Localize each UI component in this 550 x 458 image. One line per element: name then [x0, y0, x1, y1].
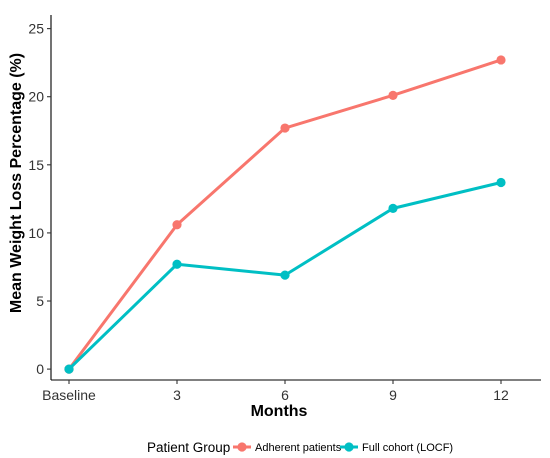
legend: Patient Group Adherent patients Full coho… [147, 440, 453, 455]
y-tick-label: 5 [36, 293, 44, 309]
x-tick-label: 12 [493, 387, 509, 403]
y-tick-label: 25 [28, 21, 44, 37]
legend-label: Adherent patients [255, 442, 342, 454]
y-axis-title: Mean Weight Loss Percentage (%) [8, 53, 25, 313]
x-tick-label: 9 [389, 387, 397, 403]
y-tick-label: 20 [28, 89, 44, 105]
series-line-0 [67, 58, 503, 371]
y-axis-ticks: 0 5 10 15 20 25 [28, 21, 51, 377]
data-point [388, 203, 398, 213]
legend-title: Patient Group [147, 440, 230, 455]
data-point [496, 177, 506, 188]
data-point [172, 220, 182, 230]
x-axis-title: Months [251, 403, 308, 420]
data-point [388, 90, 398, 100]
data-point [280, 123, 290, 133]
data-point [496, 55, 506, 65]
legend-key-point [237, 442, 247, 452]
data-point [172, 259, 182, 269]
x-axis-ticks: Baseline 3 6 9 12 [42, 380, 509, 403]
legend-label: Full cohort (LOCF) [362, 442, 453, 454]
x-tick-label: 3 [173, 387, 181, 403]
data-point [280, 270, 290, 280]
y-tick-label: 0 [36, 361, 44, 377]
axes [50, 15, 541, 381]
y-tick-label: 10 [28, 225, 44, 241]
y-tick-label: 15 [28, 157, 44, 173]
legend-key-point [344, 442, 354, 452]
x-tick-label: Baseline [42, 387, 96, 403]
x-tick-label: 6 [281, 387, 289, 403]
data-point [64, 364, 74, 374]
series-layer [64, 55, 506, 374]
legend-entries: Adherent patients Full cohort (LOCF) [233, 442, 453, 454]
